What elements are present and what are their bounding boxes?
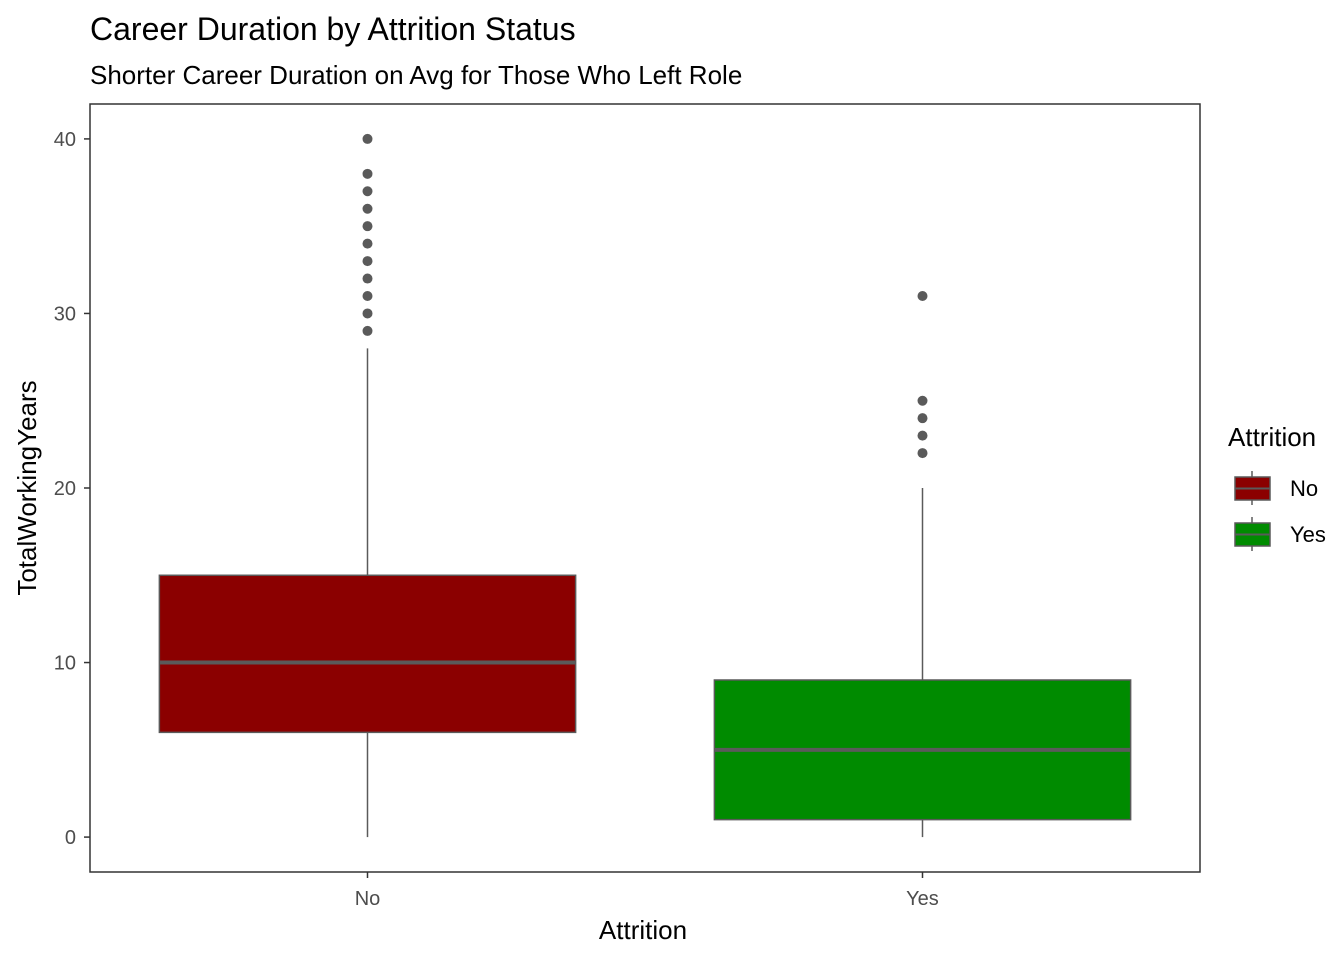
chart-title: Career Duration by Attrition Status — [90, 11, 576, 47]
legend-item-yes: Yes — [1234, 517, 1326, 551]
box-iqr — [158, 574, 577, 734]
outlier-point — [362, 186, 373, 197]
outlier-point — [362, 273, 373, 284]
outlier-point — [362, 308, 373, 319]
outlier-point — [362, 238, 373, 249]
plot-area: 0 10 20 30 40 No Yes — [54, 103, 1201, 910]
outlier-point — [362, 133, 373, 144]
legend: Attrition No Yes — [1228, 422, 1326, 551]
outlier-point — [917, 430, 928, 441]
outlier-point — [917, 395, 928, 406]
chart-subtitle: Shorter Career Duration on Avg for Those… — [90, 60, 742, 90]
outlier-point — [917, 448, 928, 459]
outlier-point — [362, 168, 373, 179]
x-axis-title: Attrition — [599, 915, 687, 945]
outlier-point — [362, 256, 373, 267]
outlier-point — [362, 325, 373, 336]
outlier-point — [362, 291, 373, 301]
y-tick-label: 10 — [54, 653, 76, 675]
outlier-point — [362, 203, 373, 214]
outlier-point — [917, 291, 928, 301]
legend-label: Yes — [1290, 522, 1326, 547]
y-tick-label: 0 — [65, 827, 76, 849]
y-tick-label: 30 — [54, 303, 76, 325]
x-tick-label: Yes — [906, 888, 939, 910]
y-tick-label: 20 — [54, 478, 76, 500]
box-no — [158, 133, 577, 838]
legend-item-no: No — [1234, 471, 1318, 505]
outlier-point — [917, 413, 928, 424]
x-tick-label: No — [355, 888, 381, 910]
legend-label: No — [1290, 476, 1318, 501]
box-yes — [713, 291, 1132, 838]
y-tick-label: 40 — [54, 129, 76, 151]
legend-title: Attrition — [1228, 422, 1316, 452]
outlier-point — [362, 221, 373, 232]
y-axis-title: TotalWorkingYears — [12, 380, 42, 595]
